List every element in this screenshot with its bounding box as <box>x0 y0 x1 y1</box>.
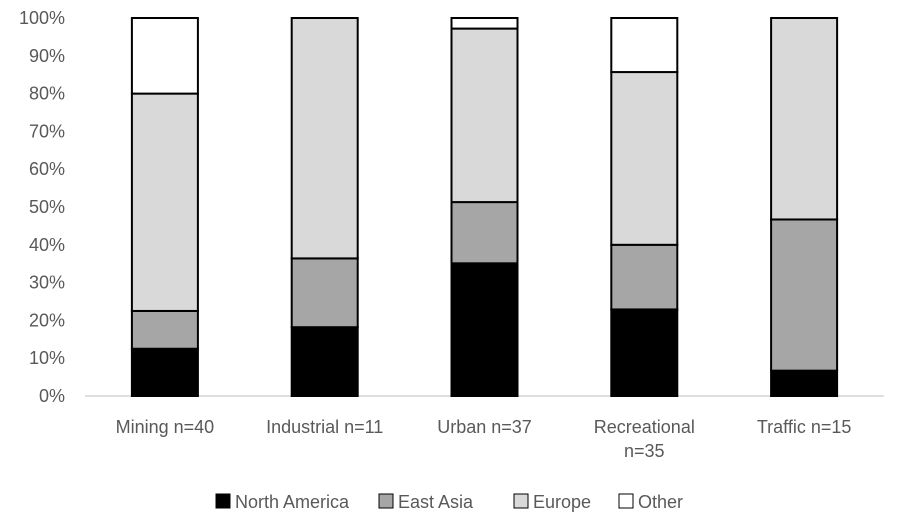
bar-segment <box>290 257 359 329</box>
y-tick-label: 30% <box>29 273 65 293</box>
legend-swatch <box>215 493 231 509</box>
y-tick-label: 70% <box>29 121 65 141</box>
bar-segment <box>610 243 679 311</box>
y-axis-tick-labels: 0% 10% 20% 30% 40% 50% 60% 70% 80% 90% 100% <box>19 8 65 406</box>
bar-segment <box>770 369 839 398</box>
x-category-label: Recreational <box>594 417 695 437</box>
y-tick-label: 0% <box>39 386 65 406</box>
legend-label: Other <box>638 492 683 512</box>
x-category-label: n=35 <box>624 441 665 461</box>
y-tick-label: 50% <box>29 197 65 217</box>
x-category-label: Urban n=37 <box>437 417 532 437</box>
legend-swatch <box>513 493 529 509</box>
bar-segment <box>130 92 199 312</box>
y-tick-label: 90% <box>29 46 65 66</box>
bar-segment <box>130 347 199 397</box>
x-category-label: Mining n=40 <box>116 417 215 437</box>
bar-segment <box>130 17 199 95</box>
x-axis-category-labels: Mining n=40 Industrial n=11 Urban n=37 Recr… <box>116 417 852 461</box>
bar-segment <box>450 262 519 397</box>
x-category-label: Industrial n=11 <box>266 417 383 437</box>
bar-segment <box>130 309 199 350</box>
bar-segment <box>450 201 519 265</box>
y-tick-label: 40% <box>29 235 65 255</box>
y-tick-label: 100% <box>19 8 65 28</box>
bars <box>130 17 839 398</box>
bar-segment <box>290 326 359 398</box>
bar-segment <box>450 17 519 30</box>
bar-segment <box>610 71 679 246</box>
legend-swatch <box>378 493 394 509</box>
y-tick-label: 20% <box>29 310 65 330</box>
y-tick-label: 60% <box>29 159 65 179</box>
y-tick-label: 80% <box>29 84 65 104</box>
bar-segment <box>610 17 679 74</box>
y-tick-label: 10% <box>29 348 65 368</box>
bar-segment <box>770 218 839 372</box>
legend-label: Europe <box>533 492 591 512</box>
x-category-label: Traffic n=15 <box>757 417 852 437</box>
bar-segment <box>770 17 839 221</box>
legend-swatch <box>618 493 634 509</box>
bar-segment <box>610 308 679 397</box>
bar-segment <box>450 27 519 204</box>
legend-label: East Asia <box>398 492 474 512</box>
legend-label: North America <box>235 492 350 512</box>
legend: North America East Asia Europe Other <box>215 492 683 512</box>
bar-segment <box>290 17 359 260</box>
